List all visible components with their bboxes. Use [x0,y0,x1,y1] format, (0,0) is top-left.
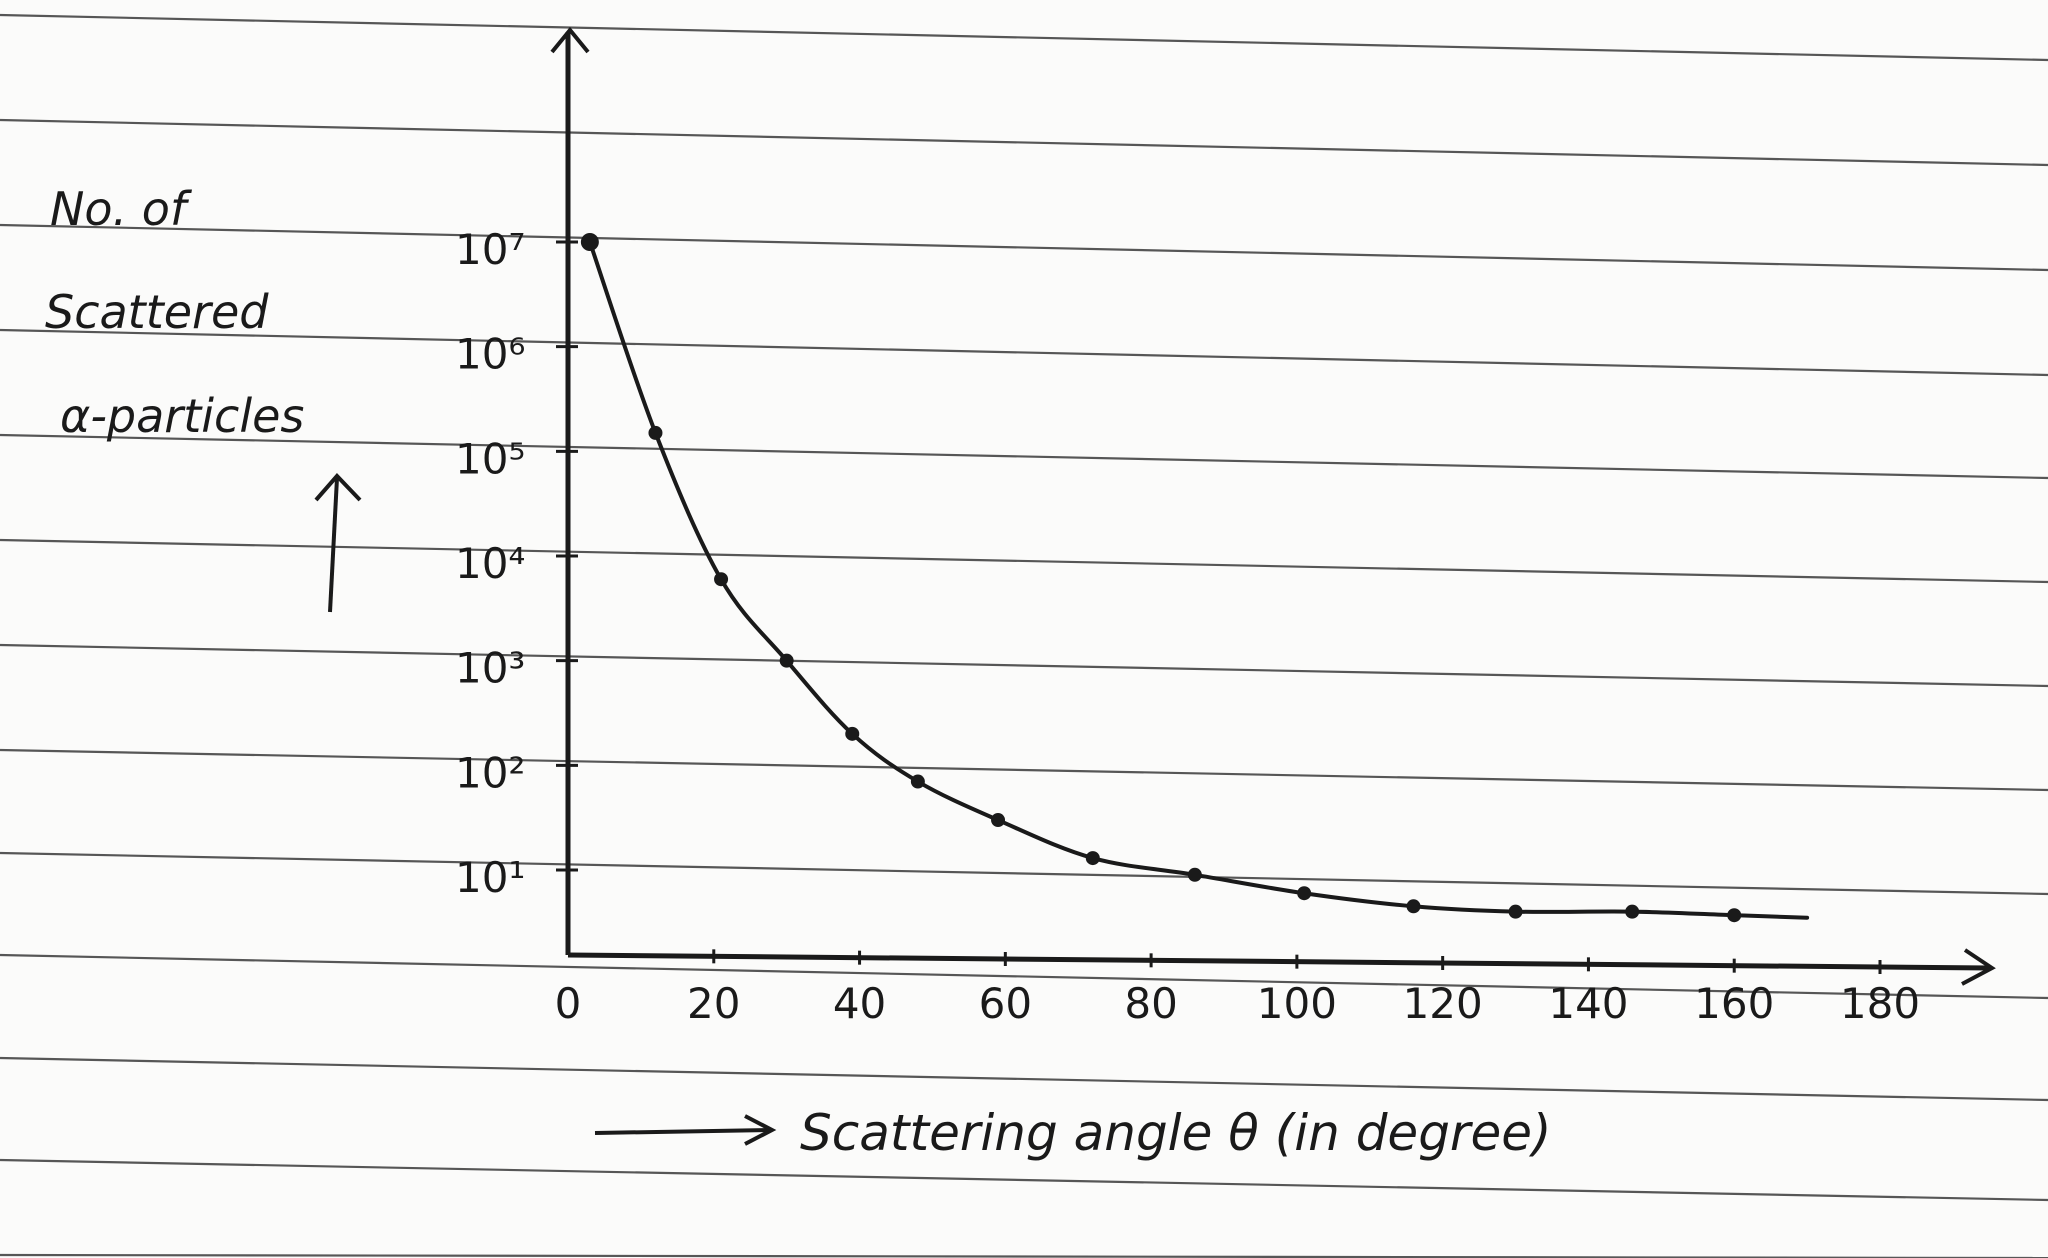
data-point [1297,886,1312,901]
ruled-line [0,1158,2048,1202]
data-point [1625,904,1640,919]
x-tick-label: 160 [1694,979,1774,1028]
x-tick-label: 120 [1403,979,1483,1028]
ruled-line [0,538,2048,584]
ylabel-line-3: α-particles [60,389,304,443]
ruled-line [0,328,2048,377]
ruled-line [0,223,2048,272]
chart-axes [550,26,1996,986]
ylabel-line-1: No. of [50,182,192,236]
data-point [648,425,663,440]
data-curve [587,240,1810,920]
x-tick-label: 140 [1548,979,1628,1028]
xlabel-arrow-icon [594,1114,777,1146]
x-axis-title: Scattering angle θ (in degree) [594,1104,1552,1162]
data-point [1187,867,1202,882]
ylabel-arrow-icon [314,473,362,613]
ruled-line [0,953,2048,1000]
x-axis-arrow-icon [1961,948,1996,986]
y-tick-label: 10² [455,748,525,797]
x-tick-label: 20 [687,979,740,1028]
ruled-line [0,1056,2048,1102]
x-axis-line [567,952,1991,971]
y-axis-title: No. of Scattered α-particles [45,182,362,613]
x-tick-label: 60 [979,979,1032,1028]
ruled-line [0,13,2048,62]
y-tick-label: 10¹ [455,853,525,902]
y-tick-label: 10⁴ [455,539,525,588]
data-point [714,572,729,587]
data-point [1085,851,1100,866]
x-tick-label: 80 [1124,979,1177,1028]
x-tick-label: 0 [555,979,582,1028]
data-point [910,774,925,789]
ruled-line [0,433,2048,480]
x-tick-labels: 0 20 40 60 80 100 120 140 160 180 [555,949,1920,1028]
ruled-line [0,643,2048,688]
x-axis-label: Scattering angle θ (in degree) [800,1104,1552,1162]
ruled-line [0,748,2048,792]
x-tick-label: 100 [1257,979,1337,1028]
data-point [1406,899,1421,914]
data-point [845,726,860,741]
data-point [580,233,599,251]
data-point [991,813,1006,828]
data-points [580,233,1742,923]
y-tick-label: 10⁶ [455,330,525,379]
data-point [1727,908,1742,923]
series-curve [587,240,1810,920]
data-point [1508,904,1523,919]
ylabel-line-2: Scattered [45,285,269,339]
x-tick-label: 40 [833,979,886,1028]
y-axis-arrow-icon [550,26,590,54]
ruled-line [0,118,2048,167]
y-tick-labels: 10¹ 10² 10³ 10⁴ 10⁵ 10⁶ 10⁷ [455,225,578,902]
y-tick-label: 10⁵ [455,434,525,483]
y-tick-label: 10³ [455,644,525,693]
ruled-line [0,851,2048,896]
y-tick-label: 10⁷ [455,225,525,274]
x-tick-label: 180 [1840,979,1920,1028]
notebook-ruled-lines [0,13,2048,1258]
data-point [779,653,794,668]
